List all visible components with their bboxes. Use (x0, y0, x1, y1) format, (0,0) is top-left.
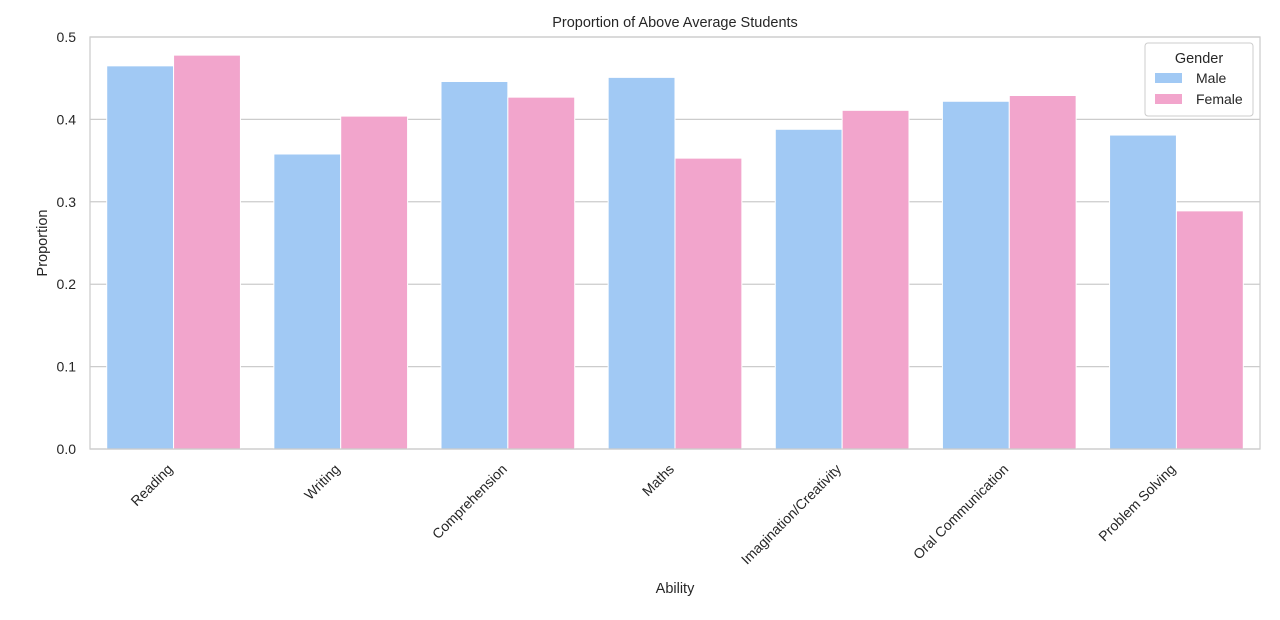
y-tick-label: 0.5 (57, 29, 77, 45)
legend-label-female: Female (1196, 91, 1243, 107)
bar-male-4 (774, 128, 843, 450)
legend-swatch-female (1155, 94, 1182, 104)
legend-title: Gender (1175, 51, 1224, 67)
bars (106, 54, 1244, 450)
bar-male-3 (607, 76, 676, 450)
legend: Gender Male Female (1144, 42, 1254, 117)
y-tick-label: 0.3 (57, 194, 77, 210)
y-tick-label: 0.1 (57, 359, 77, 375)
y-tick-label: 0.4 (57, 111, 77, 127)
legend-label-male: Male (1196, 70, 1227, 86)
x-axis-label: Ability (656, 581, 695, 597)
y-tick-label: 0.0 (57, 441, 77, 457)
bar-female-0 (173, 54, 241, 450)
plot-frame (89, 36, 1261, 450)
bar-male-1 (273, 153, 342, 450)
bar-female-2 (507, 96, 576, 450)
legend-swatch-male (1155, 73, 1182, 83)
bar-male-0 (106, 65, 175, 450)
bar-female-5 (1008, 95, 1077, 450)
bar-female-3 (674, 157, 743, 450)
bar-male-6 (1109, 134, 1177, 450)
bar-female-6 (1175, 210, 1244, 450)
y-tick-label: 0.2 (57, 276, 77, 292)
bar-male-2 (440, 80, 509, 450)
chart-title: Proportion of Above Average Students (552, 15, 798, 31)
bar-female-1 (340, 115, 409, 450)
bar-male-5 (941, 100, 1010, 450)
y-axis-label: Proportion (35, 210, 51, 277)
bar-female-4 (841, 109, 910, 450)
y-tick-labels: 0.0 0.1 0.2 0.3 0.4 0.5 (57, 29, 77, 457)
